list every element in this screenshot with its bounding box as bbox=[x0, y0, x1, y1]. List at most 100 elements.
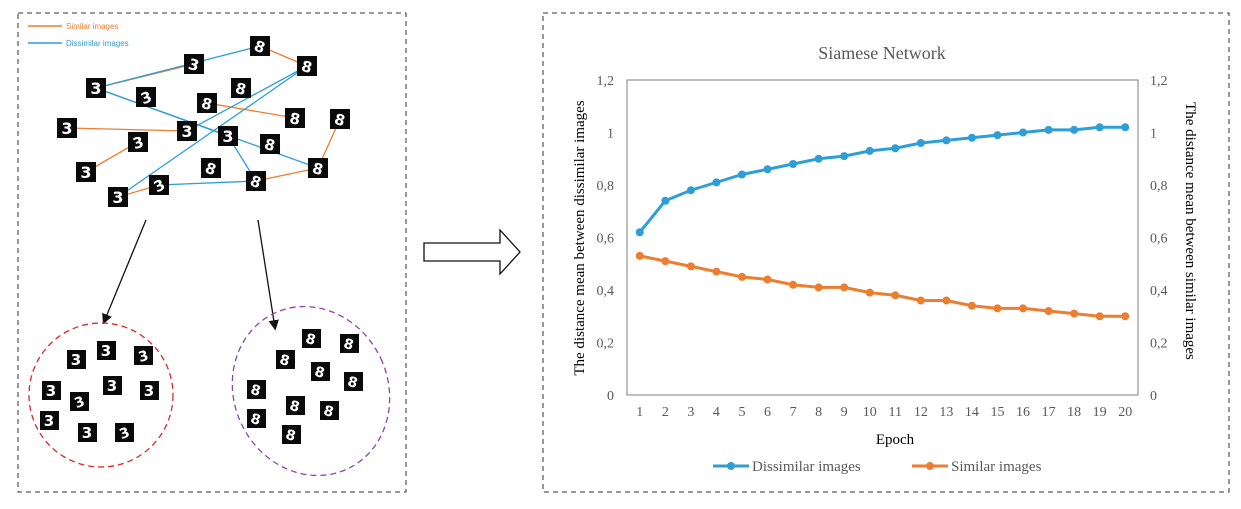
digit-image-8: 8 bbox=[247, 409, 266, 429]
digit-image-3: 3 bbox=[177, 121, 197, 141]
digit-image-3: 3 bbox=[76, 162, 96, 182]
digit-image-3: 3 bbox=[78, 423, 97, 442]
svg-text:8: 8 bbox=[304, 331, 318, 349]
data-point-similar-images bbox=[737, 272, 746, 281]
svg-text:8: 8 bbox=[233, 79, 248, 99]
x-tick-label: 1 bbox=[636, 405, 643, 420]
y-tick-label-right: 0 bbox=[1150, 389, 1157, 404]
data-point-similar-images bbox=[1095, 312, 1104, 321]
legend-similar-marker bbox=[926, 462, 934, 470]
digit-image-3: 3 bbox=[86, 78, 106, 98]
x-tick-label: 7 bbox=[790, 405, 797, 420]
data-point-dissimilar-images bbox=[1095, 123, 1104, 132]
digit-image-3: 3 bbox=[140, 381, 159, 400]
similar-legend-label: Similar images bbox=[66, 22, 118, 31]
y-tick-label-left: 0 bbox=[607, 389, 614, 404]
series-line-dissimilar-images bbox=[638, 125, 1126, 234]
data-point-similar-images bbox=[840, 283, 849, 292]
svg-text:3: 3 bbox=[131, 133, 146, 153]
x-tick-label: 18 bbox=[1067, 405, 1081, 420]
legend-dissimilar-label: Dissimilar images bbox=[752, 459, 861, 475]
svg-text:8: 8 bbox=[299, 57, 314, 77]
x-tick-label: 10 bbox=[863, 405, 877, 420]
digit-image-3: 3 bbox=[149, 175, 169, 196]
svg-text:3: 3 bbox=[144, 382, 154, 400]
data-point-dissimilar-images bbox=[635, 228, 644, 237]
left-panel: Similar images Dissimilar images bbox=[17, 12, 407, 493]
digit-image-3: 3 bbox=[136, 87, 156, 108]
data-point-similar-images bbox=[635, 251, 644, 260]
digit-image-3: 3 bbox=[184, 54, 204, 75]
data-point-similar-images bbox=[865, 288, 874, 297]
data-point-similar-images bbox=[942, 296, 951, 305]
data-point-dissimilar-images bbox=[661, 196, 670, 205]
digit-image-3: 3 bbox=[70, 392, 89, 412]
digit-image-3: 3 bbox=[218, 126, 238, 146]
x-tick-label: 8 bbox=[815, 405, 822, 420]
svg-text:8: 8 bbox=[346, 374, 360, 392]
data-point-dissimilar-images bbox=[763, 165, 772, 174]
data-point-dissimilar-images bbox=[814, 154, 823, 163]
series-line-similar-images bbox=[639, 254, 1126, 318]
data-point-similar-images bbox=[891, 291, 900, 300]
svg-text:8: 8 bbox=[284, 427, 298, 445]
y-tick-label-left: 0,8 bbox=[597, 179, 615, 194]
data-point-similar-images bbox=[814, 283, 823, 292]
dissimilar-link bbox=[95, 87, 319, 169]
y-tick-label-left: 1,2 bbox=[597, 74, 615, 89]
data-point-similar-images bbox=[967, 301, 976, 310]
similar-link bbox=[206, 102, 296, 119]
svg-text:3: 3 bbox=[181, 122, 192, 141]
dissimilar-link bbox=[95, 45, 261, 89]
svg-text:8: 8 bbox=[332, 110, 347, 130]
data-point-similar-images bbox=[1121, 312, 1130, 321]
digit-image-8: 8 bbox=[285, 108, 305, 129]
y-tick-label-left: 0,6 bbox=[597, 232, 615, 247]
data-point-similar-images bbox=[993, 304, 1002, 313]
y-tick-label-right: 0,6 bbox=[1150, 232, 1168, 247]
svg-text:3: 3 bbox=[101, 342, 111, 360]
pair-connections bbox=[66, 45, 341, 198]
x-tick-label: 17 bbox=[1042, 405, 1056, 420]
x-tick-label: 15 bbox=[990, 405, 1004, 420]
svg-text:8: 8 bbox=[342, 336, 356, 354]
svg-text:8: 8 bbox=[288, 398, 302, 416]
svg-text:8: 8 bbox=[249, 382, 263, 400]
digit-image-8: 8 bbox=[201, 158, 221, 179]
data-point-dissimilar-images bbox=[789, 160, 798, 168]
x-tick-label: 13 bbox=[939, 405, 953, 420]
chart-title: Siamese Network bbox=[818, 43, 945, 63]
digit-image-3: 3 bbox=[97, 341, 116, 360]
similar-link bbox=[66, 127, 188, 132]
legend-similar-label: Similar images bbox=[951, 459, 1042, 475]
data-point-dissimilar-images bbox=[840, 152, 849, 161]
svg-text:3: 3 bbox=[46, 382, 56, 400]
digit-image-3: 3 bbox=[40, 411, 59, 430]
arrow-to-threes bbox=[102, 219, 147, 325]
data-point-similar-images bbox=[1044, 307, 1053, 315]
x-tick-label: 20 bbox=[1118, 405, 1132, 420]
data-point-dissimilar-images bbox=[1121, 123, 1130, 132]
x-axis-label: Epoch bbox=[876, 432, 915, 448]
svg-text:8: 8 bbox=[322, 403, 336, 421]
svg-text:3: 3 bbox=[222, 127, 233, 146]
cluster-eights-images: 8 8 8 8 8 8 8 8 8 8 bbox=[247, 329, 363, 445]
data-point-similar-images bbox=[712, 267, 721, 276]
svg-text:8: 8 bbox=[313, 364, 327, 382]
digit-images: 3 3 3 8 8 8 8 8 8 3 3 3 3 8 3 8 8 3 3 8 bbox=[57, 36, 350, 207]
data-point-similar-images bbox=[686, 262, 695, 271]
right-panel-border bbox=[542, 12, 1230, 493]
digit-image-8: 8 bbox=[247, 380, 266, 400]
digit-image-3: 3 bbox=[103, 376, 122, 395]
digit-image-3: 3 bbox=[42, 381, 61, 400]
series-lines bbox=[635, 123, 1130, 321]
digit-image-8: 8 bbox=[286, 396, 305, 416]
svg-text:8: 8 bbox=[249, 411, 263, 429]
left-panel-border bbox=[17, 12, 407, 493]
x-tick-label: 6 bbox=[764, 405, 771, 420]
digit-image-3: 3 bbox=[108, 187, 128, 207]
digit-image-8: 8 bbox=[231, 78, 251, 99]
data-point-dissimilar-images bbox=[967, 133, 976, 142]
data-point-similar-images bbox=[661, 257, 670, 266]
